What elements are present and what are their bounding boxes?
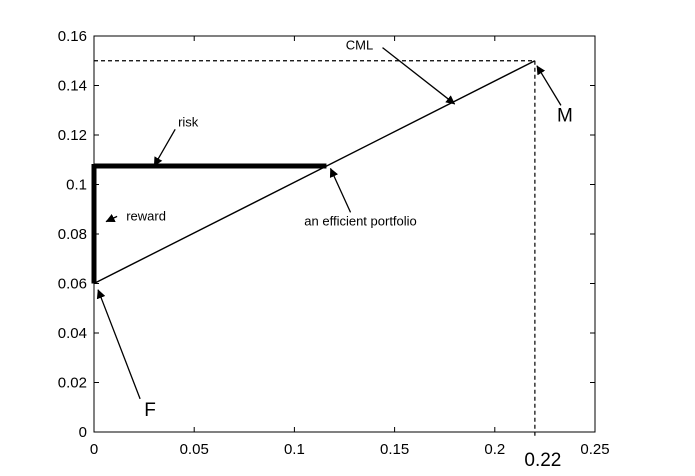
annotation-cml-arrow xyxy=(382,47,456,105)
plot-content xyxy=(91,60,536,438)
x-tick-label: 0.15 xyxy=(380,441,409,458)
cml-line xyxy=(93,60,536,285)
annotation-M-arrow xyxy=(536,65,562,106)
y-tick-label: 0.12 xyxy=(58,127,87,144)
annotation-F-arrow xyxy=(96,289,141,400)
x-tick-label: 0 xyxy=(90,441,98,458)
axes-frame xyxy=(93,35,596,433)
annotation-reward-label: reward xyxy=(126,208,166,223)
y-tick-label: 0.04 xyxy=(58,325,87,342)
y-tick-label: 0.08 xyxy=(58,226,87,243)
annotation-efficient-arrow xyxy=(329,168,352,213)
annotation-efficient-label: an efficient portfolio xyxy=(304,213,417,228)
axis-tick-labels: 0 0.05 0.1 0.15 0.2 0.25 0 0.02 0.04 0.06 0.08 0.1 0… xyxy=(58,28,610,471)
annotation-risk-arrow xyxy=(153,129,176,167)
axis-ticks xyxy=(93,35,596,433)
y-tick-label: 0.02 xyxy=(58,375,87,392)
x-tick-label: 0.25 xyxy=(580,441,609,458)
y-tick-label: 0 xyxy=(79,424,87,441)
y-tick-label: 0.14 xyxy=(58,78,87,95)
y-tick-label: 0.16 xyxy=(58,28,87,45)
x-tick-label: 0.1 xyxy=(284,441,305,458)
y-tick-label: 0.06 xyxy=(58,276,87,293)
y-tick-label: 0.1 xyxy=(66,177,87,194)
annotation-M-label: M xyxy=(557,105,573,126)
annotations: CML risk reward an efficient portfolio M F xyxy=(96,38,573,421)
annotation-reward-arrow xyxy=(105,213,118,223)
x-tick-label: 0.2 xyxy=(484,441,505,458)
x-tick-label-extra: 0.22 xyxy=(524,450,561,471)
x-tick-label: 0.05 xyxy=(180,441,209,458)
annotation-risk-label: risk xyxy=(178,114,199,129)
annotation-cml-label: CML xyxy=(346,38,373,53)
annotation-F-label: F xyxy=(144,400,156,421)
